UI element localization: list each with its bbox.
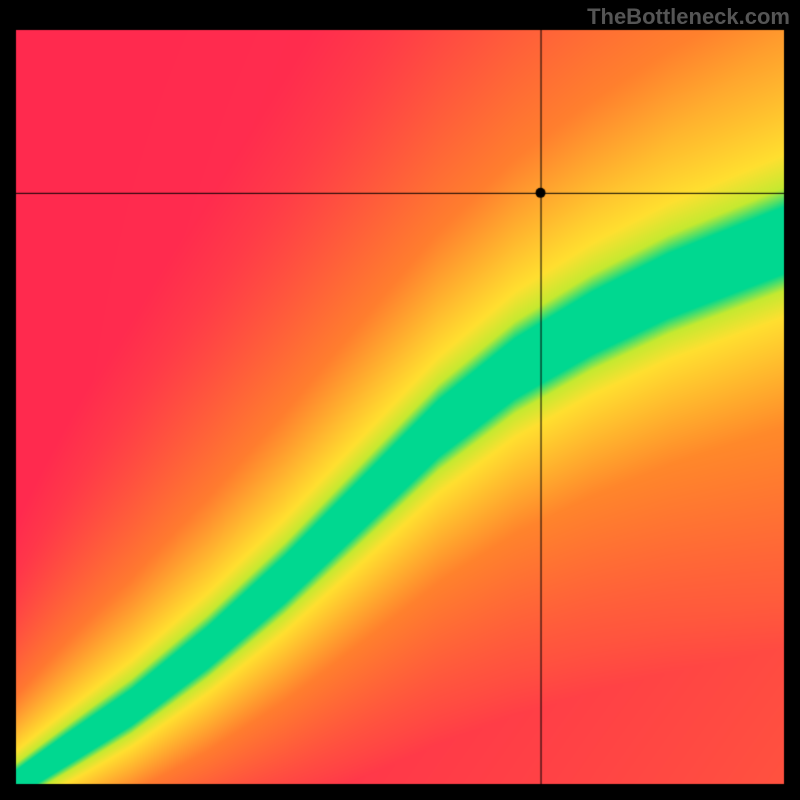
bottleneck-heatmap [0, 0, 800, 800]
watermark-text: TheBottleneck.com [587, 4, 790, 30]
